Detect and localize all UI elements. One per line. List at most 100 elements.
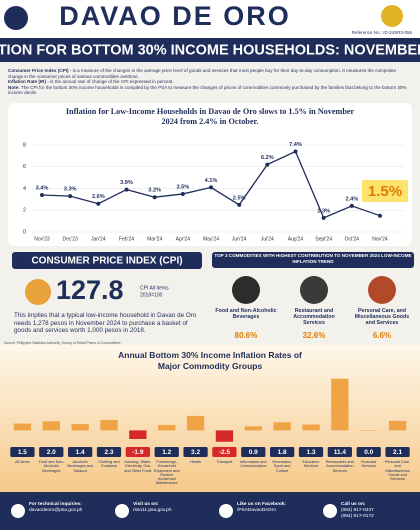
footer-label: Like us on Facebook: xyxy=(237,502,287,507)
point xyxy=(152,195,157,200)
value-box xyxy=(96,447,122,457)
value-label: 1.2 xyxy=(162,449,171,456)
point xyxy=(237,202,242,207)
value-label: -1.9 xyxy=(132,449,144,456)
value-box xyxy=(125,447,150,457)
x-tick-label: Financial Services xyxy=(361,460,377,469)
value-label: 0.0 xyxy=(364,449,373,456)
footer-bg xyxy=(0,492,420,530)
x-tick-label: Oct'24 xyxy=(345,236,360,242)
point xyxy=(378,213,382,218)
banner: INFLATION FOR BOTTOM 30% INCOME HOUSEHOL… xyxy=(0,42,420,58)
x-tick-label: Clothing and Footwear xyxy=(98,460,120,469)
value-label: 3.9% xyxy=(120,180,133,186)
value-label: 0.9 xyxy=(249,449,258,456)
cpi-title: CONSUMER PRICE INDEX (CPI) xyxy=(31,256,182,267)
x-tick-label: Jan'24 xyxy=(91,236,106,242)
value-label: 4.1% xyxy=(205,178,218,184)
value-label: 2.6% xyxy=(92,194,105,200)
bar xyxy=(302,424,320,431)
point xyxy=(349,203,354,208)
x-tick-label: Information and Communication xyxy=(240,460,267,469)
value-label: 7.4% xyxy=(289,142,302,148)
top3-title: TOP 3 COMMODITIES WITH HIGHEST CONTRIBUT… xyxy=(214,253,412,264)
value-label: 6.2% xyxy=(261,155,274,161)
term: Note: xyxy=(8,84,20,90)
source: Source: Philippine Statistics Authority,… xyxy=(4,341,121,345)
icon xyxy=(368,276,396,304)
value-box xyxy=(68,447,93,457)
value-label: 2.1 xyxy=(393,449,402,456)
point xyxy=(68,194,73,199)
bar xyxy=(186,415,205,431)
value-label: 1.3% xyxy=(317,208,330,214)
bar xyxy=(273,422,291,431)
point xyxy=(293,149,298,154)
footer-text: (084) 817-0172 xyxy=(341,514,374,519)
value-label: 3.3% xyxy=(64,187,77,193)
icon xyxy=(232,276,260,304)
text: - is the annual rate of change of the CP… xyxy=(46,79,174,85)
highlight-box xyxy=(362,180,408,202)
x-tick-label: Aug'24 xyxy=(288,236,304,242)
value-label: 3.2 xyxy=(191,449,200,456)
commodity-share: 80.6% xyxy=(235,331,258,340)
footer-label: Visit us on: xyxy=(133,502,159,507)
footer-text: davaodeoro@psa.gov.ph xyxy=(29,508,83,513)
x-tick-label: Jun'24 xyxy=(232,236,247,242)
top3-banner xyxy=(212,252,414,268)
bar xyxy=(331,378,349,431)
x-tick-label: Food and Non-Alcoholic Beverages xyxy=(38,460,64,473)
commodity-name: Personal Care, and Miscellaneous Goods a… xyxy=(354,308,410,326)
bar xyxy=(360,430,378,431)
definitions: Consumer Price Index (CPI) - is a measur… xyxy=(8,68,412,96)
x-tick-label: Jul'24 xyxy=(261,236,274,242)
logo xyxy=(381,5,403,27)
x-tick-label: Feb'24 xyxy=(119,236,134,242)
title: DAVAO DE ORO xyxy=(59,1,291,31)
value-label: 1.3 xyxy=(306,449,315,456)
bar xyxy=(129,430,147,440)
x-tick-label: Personal Care, and Miscellaneous Goods a… xyxy=(384,460,411,482)
point xyxy=(265,162,270,167)
value-label: 3.5% xyxy=(176,184,189,190)
x-tick-label: Sept'24 xyxy=(315,236,332,242)
value-label: 2.0 xyxy=(47,449,56,456)
banner-bg xyxy=(0,38,420,62)
text: The CPI for the bottom 30% income househ… xyxy=(8,84,407,96)
bar xyxy=(388,420,407,431)
value-box xyxy=(327,447,352,457)
x-tick-label: Nov'24 xyxy=(372,236,388,242)
x-tick-label: Education Services xyxy=(302,460,320,469)
footer-text: (084) 817-0347 xyxy=(341,508,374,513)
footer-icon xyxy=(11,504,25,518)
bar-title: Annual Bottom 30% Income Inflation Rates… xyxy=(118,350,302,371)
value-label: 2.3 xyxy=(104,449,113,456)
value-box xyxy=(212,447,237,457)
value-box xyxy=(183,447,208,457)
cpi-banner xyxy=(12,252,202,269)
cpi-value: 127.8 xyxy=(56,275,124,305)
icon xyxy=(300,276,328,304)
footer-icon xyxy=(323,504,337,518)
cpi-base: 2018=100 xyxy=(140,292,163,298)
point xyxy=(40,193,44,198)
value-box xyxy=(39,447,64,457)
footer-icon xyxy=(219,504,233,518)
value-box xyxy=(241,447,266,457)
y-tick-label: 0 xyxy=(23,229,26,235)
value-box xyxy=(270,447,295,457)
icon xyxy=(25,279,51,305)
value-label: 1.4 xyxy=(76,449,85,456)
x-tick-label: Furnishings, Household Equipment and Rou… xyxy=(153,460,180,486)
bar xyxy=(13,423,32,431)
value-label: 3.4% xyxy=(36,186,49,192)
bar-bg xyxy=(0,345,420,492)
footer-text: /PSADavaoDeOro xyxy=(237,508,276,513)
point xyxy=(96,201,101,206)
x-tick-label: Dec'23 xyxy=(62,236,78,242)
value-label: 2.5% xyxy=(233,195,246,201)
commodity-share: 32.6% xyxy=(303,331,326,340)
term: Consumer Price Index (CPI) xyxy=(8,68,69,73)
